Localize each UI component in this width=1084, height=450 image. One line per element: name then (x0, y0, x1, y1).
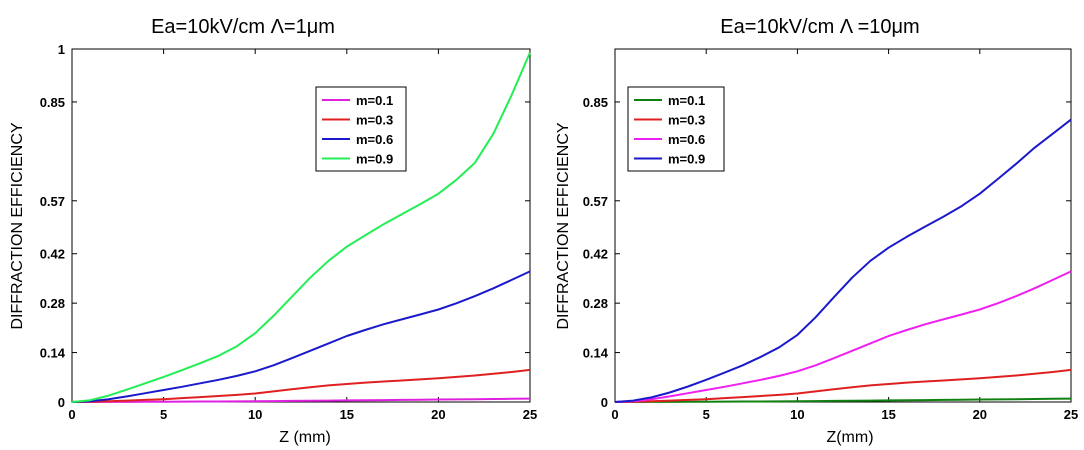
left-x-tick-label: 25 (523, 407, 537, 422)
left-y-tick-label: 0.42 (40, 247, 65, 262)
left-x-tick-label: 0 (68, 407, 75, 422)
right-x-axis-label: Z(mm) (826, 429, 873, 446)
right-x-tick-label: 25 (1064, 407, 1078, 422)
left-x-tick-label: 15 (340, 407, 354, 422)
right-y-tick-label: 0.85 (583, 95, 608, 110)
right-chart-panel: Ea=10kV/cm Λ =10μm Z(mm) DIFFRACTION EFF… (555, 16, 1078, 446)
right-chart-title: Ea=10kV/cm Λ =10μm (720, 16, 919, 38)
left-x-axis-label: Z (mm) (279, 429, 331, 446)
left-series-line-m-0-1 (72, 397, 531, 403)
left-series-line-m-0-6 (71, 270, 531, 403)
left-chart-panel: Ea=10kV/cm Λ=1μm Z (mm) DIFFRACTION EFFI… (9, 16, 537, 446)
left-y-tick-label: 0.28 (40, 296, 65, 311)
left-y-tick-label: 0.57 (40, 194, 65, 209)
left-legend-label: m=0.6 (356, 132, 393, 147)
left-y-tick-label: 1 (58, 42, 65, 57)
right-x-tick-label: 5 (703, 407, 710, 422)
left-legend-label: m=0.3 (356, 113, 393, 128)
right-y-tick-label: 0.28 (583, 296, 608, 311)
right-y-tick-label: 0 (601, 395, 608, 410)
right-y-axis-label: DIFFRACTION EFFICIENCY (555, 122, 572, 329)
right-y-tick-label: 0.42 (583, 247, 608, 262)
right-x-tick-label: 20 (973, 407, 987, 422)
right-series-line-m-0-1 (615, 397, 1072, 403)
left-y-tick-label: 0.85 (40, 95, 65, 110)
right-series-line-m-0-9 (614, 118, 1072, 403)
right-series-line-m-0-3 (614, 368, 1072, 403)
left-series-line-m-0-9 (71, 52, 531, 403)
left-x-tick-label: 20 (431, 407, 445, 422)
left-x-tick-label: 5 (160, 407, 167, 422)
left-x-tick-label: 10 (248, 407, 262, 422)
right-plot-frame (614, 48, 1072, 403)
right-series-line-m-0-6 (614, 270, 1072, 403)
right-legend-label: m=0.6 (668, 132, 705, 147)
right-x-tick-label: 0 (611, 407, 618, 422)
right-x-tick-label: 10 (790, 407, 804, 422)
left-legend-label: m=0.1 (356, 93, 393, 108)
left-y-tick-label: 0.14 (40, 346, 66, 361)
left-chart-title: Ea=10kV/cm Λ=1μm (151, 16, 335, 38)
right-y-tick-label: 0.57 (583, 194, 608, 209)
left-y-axis-label: DIFFRACTION EFFICIENCY (9, 122, 26, 329)
right-x-tick-label: 15 (881, 407, 895, 422)
right-legend-label: m=0.1 (668, 93, 705, 108)
right-legend-label: m=0.3 (668, 113, 705, 128)
left-legend-label: m=0.9 (356, 152, 393, 167)
right-y-tick-label: 0.14 (583, 346, 609, 361)
left-y-tick-label: 0 (58, 395, 65, 410)
left-series-line-m-0-3 (71, 368, 531, 403)
right-legend-label: m=0.9 (668, 152, 705, 167)
left-plot-frame (71, 48, 531, 403)
